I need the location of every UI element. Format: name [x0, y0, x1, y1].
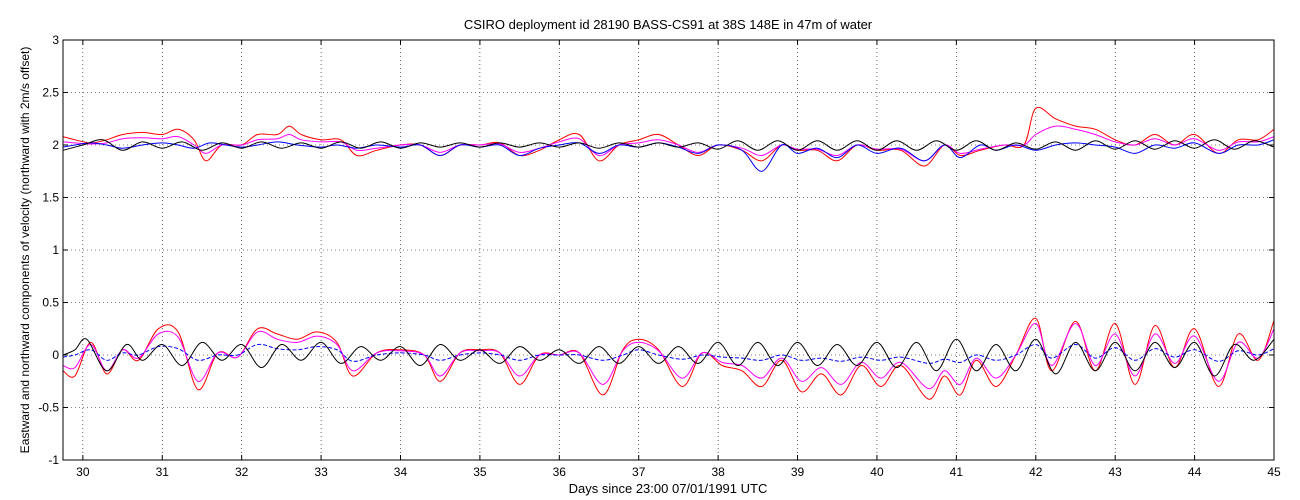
grid-lines	[63, 40, 1274, 460]
series-line-eastward-magenta	[62, 322, 1275, 390]
x-tick-label: 33	[314, 465, 328, 479]
x-tick-label: 35	[473, 465, 487, 479]
x-tick-label: 30	[76, 465, 90, 479]
y-tick-label: 1.5	[42, 191, 59, 205]
chart-title: CSIRO deployment id 28190 BASS-CS91 at 3…	[464, 17, 873, 32]
series-line-eastward-red	[62, 317, 1275, 400]
x-tick-label: 42	[1029, 465, 1043, 479]
y-axis-label: Eastward and northward components of vel…	[18, 47, 32, 454]
x-tick-label: 45	[1267, 465, 1281, 479]
series-line-northward-red	[62, 106, 1275, 167]
series-group	[62, 106, 1275, 400]
plot-frame	[62, 39, 1275, 461]
x-tick-label: 32	[235, 465, 249, 479]
y-tick-label: 1	[52, 243, 59, 257]
x-axis-label: Days since 23:00 07/01/1991 UTC	[569, 481, 768, 496]
y-tick-label: 2	[52, 138, 59, 152]
series-line-eastward-blue	[62, 343, 1275, 364]
x-tick-label: 38	[711, 465, 725, 479]
y-tick-label: 0	[52, 348, 59, 362]
x-tick-label: 39	[791, 465, 805, 479]
y-tick-label: 2.5	[42, 86, 59, 100]
x-tick-label: 43	[1109, 465, 1123, 479]
x-tick-label: 44	[1188, 465, 1202, 479]
x-tick-label: 40	[870, 465, 884, 479]
x-tick-label: 41	[950, 465, 964, 479]
x-tick-label: 34	[394, 465, 408, 479]
x-tick-label: 37	[632, 465, 646, 479]
series-line-eastward-black	[62, 338, 1275, 377]
x-tick-label: 31	[156, 465, 170, 479]
axis-ticks: 30 31 32 33 34 35 36 37 38 39 40 41 42 43 44 45-1-0.500…	[38, 33, 1281, 479]
y-tick-label: -1	[48, 453, 59, 467]
series-line-northward-black	[62, 139, 1275, 151]
y-tick-label: 0.5	[42, 296, 59, 310]
y-tick-label: 3	[52, 33, 59, 47]
x-tick-label: 36	[553, 465, 567, 479]
y-tick-label: -0.5	[38, 401, 59, 415]
series-line-northward-magenta	[62, 125, 1275, 162]
